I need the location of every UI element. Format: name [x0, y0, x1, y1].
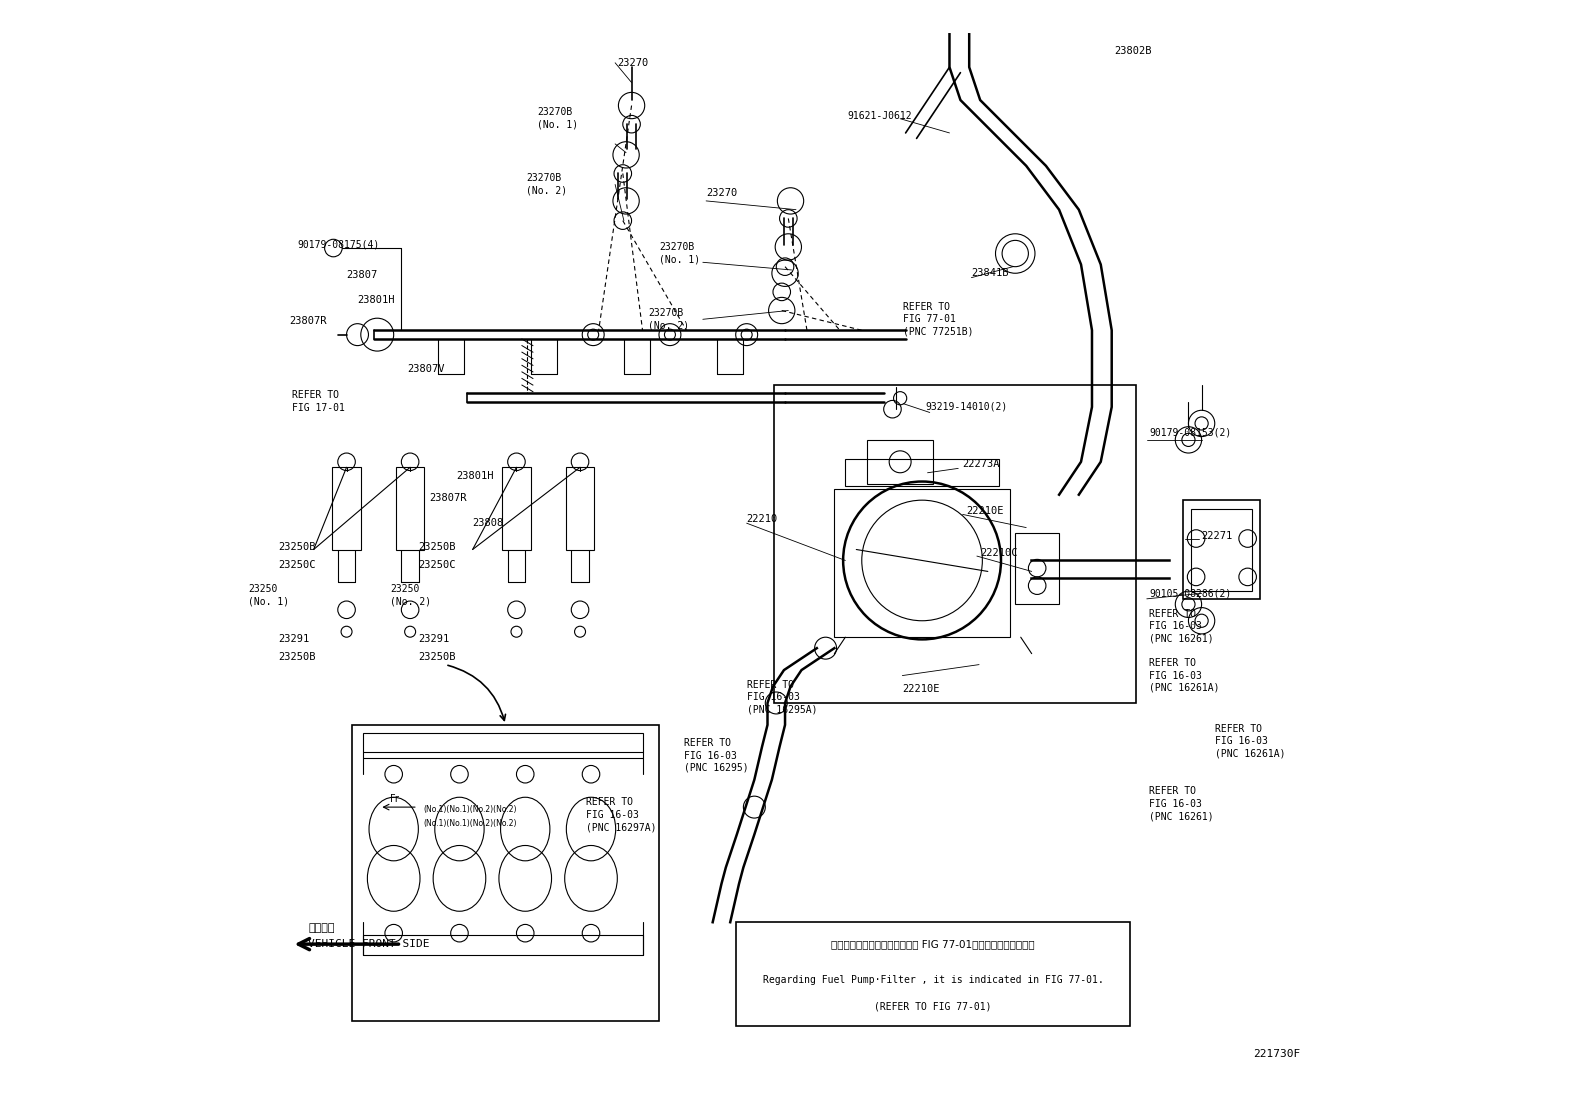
- Text: 93219-14010(2): 93219-14010(2): [925, 402, 1008, 412]
- Text: 22210E: 22210E: [903, 684, 939, 693]
- Text: 23250B: 23250B: [279, 542, 317, 553]
- Text: 23291: 23291: [417, 634, 449, 644]
- Text: 90179-08175(4): 90179-08175(4): [298, 240, 379, 249]
- Bar: [396, 467, 425, 550]
- Text: 23807V: 23807V: [408, 364, 444, 374]
- Text: 23270B
(No. 1): 23270B (No. 1): [659, 242, 700, 265]
- Text: 23291: 23291: [279, 634, 310, 644]
- Bar: [501, 467, 530, 550]
- Bar: [363, 733, 643, 753]
- Bar: [774, 385, 1135, 703]
- Text: 23802B: 23802B: [1114, 46, 1151, 56]
- Text: 23270B
(No. 1): 23270B (No. 1): [537, 108, 578, 130]
- Text: 23807: 23807: [347, 270, 377, 280]
- Text: 23270: 23270: [618, 58, 648, 68]
- Text: 23841B: 23841B: [971, 268, 1009, 278]
- Bar: [868, 440, 933, 484]
- Bar: [352, 725, 659, 1021]
- Text: 23270B
(No. 2): 23270B (No. 2): [527, 174, 567, 196]
- Bar: [1191, 509, 1251, 591]
- Bar: [845, 458, 998, 486]
- Text: REFER TO
FIG 16-03
(PNC 16261A): REFER TO FIG 16-03 (PNC 16261A): [1215, 724, 1285, 758]
- Text: 22210: 22210: [747, 514, 778, 524]
- Text: フューエルポンプ、フィルタは FIG 77-01に指載してあります。: フューエルポンプ、フィルタは FIG 77-01に指載してあります。: [831, 940, 1035, 950]
- Bar: [565, 467, 594, 550]
- Text: (No.1)(No.1)(No.2)(No.2): (No.1)(No.1)(No.2)(No.2): [423, 819, 517, 828]
- Text: Regarding Fuel Pump·Filter , it is indicated in FIG 77-01.: Regarding Fuel Pump·Filter , it is indic…: [763, 975, 1103, 985]
- Text: REFER TO
FIG 16-03
(PNC 16261A): REFER TO FIG 16-03 (PNC 16261A): [1149, 658, 1219, 693]
- Text: REFER TO
FIG 16-03
(PNC 16295A): REFER TO FIG 16-03 (PNC 16295A): [747, 680, 817, 714]
- Text: REFER TO
FIG 16-03
(PNC 16297A): REFER TO FIG 16-03 (PNC 16297A): [586, 798, 656, 832]
- Text: 23270B
(No. 2): 23270B (No. 2): [648, 308, 689, 331]
- Text: 22210C: 22210C: [981, 547, 1017, 558]
- Text: REFER TO
FIG 77-01
(PNC 77251B): REFER TO FIG 77-01 (PNC 77251B): [903, 302, 974, 336]
- Text: (REFER TO FIG 77-01): (REFER TO FIG 77-01): [874, 1001, 992, 1011]
- Text: 23801H: 23801H: [358, 295, 395, 304]
- Text: 23808: 23808: [473, 519, 503, 529]
- Text: 23807R: 23807R: [290, 317, 326, 326]
- Bar: [736, 922, 1130, 1026]
- Text: (No.1)(No.1)(No.2)(No.2): (No.1)(No.1)(No.2)(No.2): [423, 804, 517, 813]
- Bar: [834, 489, 1009, 637]
- Text: Fr: Fr: [390, 795, 400, 804]
- Text: 23250C: 23250C: [417, 559, 455, 570]
- Text: 23250
(No. 2): 23250 (No. 2): [390, 585, 431, 607]
- Text: 23250C: 23250C: [279, 559, 317, 570]
- Text: REFER TO
FIG 16-03
(PNC 16261): REFER TO FIG 16-03 (PNC 16261): [1149, 609, 1213, 644]
- Text: 23250
(No. 1): 23250 (No. 1): [248, 585, 290, 607]
- Text: 221730F: 221730F: [1253, 1050, 1301, 1059]
- Bar: [1183, 500, 1259, 599]
- Text: 22210E: 22210E: [966, 507, 1003, 517]
- Text: 23807R: 23807R: [428, 493, 466, 503]
- Text: 23250B: 23250B: [417, 652, 455, 662]
- Text: 23270: 23270: [707, 188, 737, 198]
- Text: REFER TO
FIG 16-03
(PNC 16261): REFER TO FIG 16-03 (PNC 16261): [1149, 787, 1213, 821]
- Text: REFER TO
FIG 17-01: REFER TO FIG 17-01: [291, 390, 344, 413]
- Text: 90105-08286(2): 90105-08286(2): [1149, 588, 1231, 598]
- Text: 91621-J0612: 91621-J0612: [847, 111, 912, 122]
- Text: VEHICLE FRONT SIDE: VEHICLE FRONT SIDE: [309, 940, 430, 950]
- Bar: [1016, 533, 1059, 604]
- Bar: [363, 935, 643, 955]
- Text: 22271: 22271: [1202, 531, 1232, 542]
- Text: 23250B: 23250B: [417, 542, 455, 553]
- Bar: [333, 467, 361, 550]
- Text: 23801H: 23801H: [457, 471, 494, 481]
- Text: 90179-08153(2): 90179-08153(2): [1149, 428, 1231, 437]
- Text: 車両前方: 車両前方: [309, 923, 334, 933]
- Text: 23250B: 23250B: [279, 652, 317, 662]
- Text: 22273A: 22273A: [963, 459, 1000, 469]
- Text: REFER TO
FIG 16-03
(PNC 16295): REFER TO FIG 16-03 (PNC 16295): [685, 739, 748, 773]
